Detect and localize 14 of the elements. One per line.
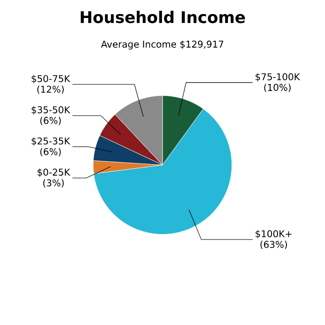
- data-label: (6%): [40, 148, 61, 156]
- slice-label: $25-35K: [32, 137, 70, 146]
- slice-label: $75-100K: [256, 73, 300, 82]
- slice-label: $0-25K: [38, 168, 70, 177]
- slice-label: $100K+: [256, 230, 292, 239]
- chart-subtitle: Average Income $129,917: [101, 40, 224, 50]
- data-label: (10%): [264, 84, 291, 92]
- data-label: (6%): [40, 116, 61, 126]
- data-label: (3%): [43, 179, 64, 188]
- slice-label: $35-50K: [32, 106, 70, 115]
- data-label: (63%): [260, 240, 287, 250]
- slice-label: $50-75K: [32, 74, 70, 84]
- data-label: (12%): [37, 86, 64, 94]
- chart-title: Household Income: [80, 10, 245, 24]
